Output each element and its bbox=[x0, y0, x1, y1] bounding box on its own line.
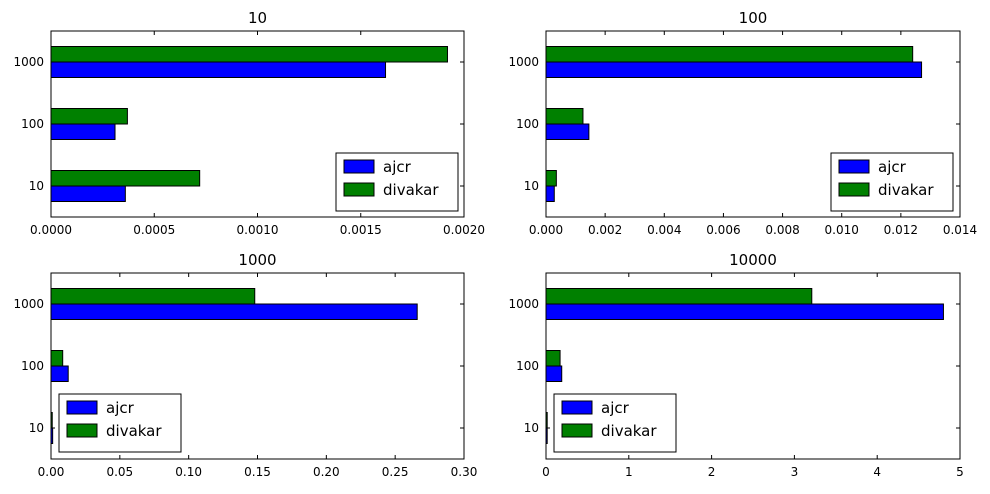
legend-label-ajcr: ajcr bbox=[878, 158, 907, 176]
legend-label-divakar: divakar bbox=[878, 181, 934, 199]
legend-swatch-ajcr bbox=[561, 400, 593, 415]
legend-label-divakar: divakar bbox=[383, 181, 439, 199]
legend-swatch-ajcr bbox=[343, 159, 375, 174]
x-tick-label: 0.00 bbox=[38, 465, 65, 479]
subplot-title: 100 bbox=[739, 9, 768, 27]
x-tick-label: 0.012 bbox=[884, 223, 918, 237]
x-tick-label: 0.25 bbox=[382, 465, 409, 479]
bar-ajcr-1000 bbox=[50, 303, 418, 320]
subplot-title: 10 bbox=[248, 9, 267, 27]
bar-ajcr-1000 bbox=[545, 61, 923, 78]
y-tick-label: 100 bbox=[516, 359, 539, 373]
bar-divakar-1000 bbox=[545, 288, 813, 305]
bar-divakar-100 bbox=[50, 350, 64, 367]
bar-divakar-1000 bbox=[50, 288, 256, 305]
bar-divakar-1000 bbox=[50, 46, 448, 63]
x-tick-label: 0.20 bbox=[313, 465, 340, 479]
bar-ajcr-1000 bbox=[545, 303, 944, 320]
subplot-title: 10000 bbox=[729, 251, 777, 269]
bar-divakar-100 bbox=[545, 108, 584, 125]
legend-swatch-divakar bbox=[66, 423, 98, 438]
x-tick-label: 0.0005 bbox=[133, 223, 175, 237]
x-tick-label: 0.0010 bbox=[237, 223, 279, 237]
bar-divakar-10 bbox=[50, 170, 201, 187]
x-tick-label: 2 bbox=[708, 465, 716, 479]
y-tick-label: 10 bbox=[524, 421, 539, 435]
bar-ajcr-10 bbox=[50, 185, 126, 202]
y-tick-label: 1000 bbox=[508, 55, 539, 69]
y-tick-label: 100 bbox=[21, 359, 44, 373]
x-tick-label: 0.014 bbox=[943, 223, 977, 237]
x-tick-label: 3 bbox=[791, 465, 799, 479]
x-tick-label: 0.0020 bbox=[443, 223, 485, 237]
legend-swatch-divakar bbox=[838, 182, 870, 197]
bar-ajcr-100 bbox=[50, 365, 69, 382]
y-tick-label: 1000 bbox=[13, 55, 44, 69]
x-tick-label: 0.05 bbox=[106, 465, 133, 479]
bar-ajcr-100 bbox=[50, 123, 116, 140]
x-tick-label: 0.000 bbox=[529, 223, 563, 237]
y-tick-label: 100 bbox=[21, 117, 44, 131]
x-tick-label: 5 bbox=[956, 465, 964, 479]
x-tick-label: 0.006 bbox=[706, 223, 740, 237]
legend: ajcr divakar bbox=[553, 393, 677, 453]
x-tick-label: 0.002 bbox=[588, 223, 622, 237]
x-tick-label: 0.010 bbox=[825, 223, 859, 237]
bar-ajcr-1000 bbox=[50, 61, 387, 78]
legend-label-ajcr: ajcr bbox=[601, 399, 630, 417]
legend-swatch-ajcr bbox=[66, 400, 98, 415]
subplot-title: 1000 bbox=[238, 251, 276, 269]
x-tick-label: 0.15 bbox=[244, 465, 271, 479]
subplot-2: 100 0.000 0.002 0.004 0.006 0.008 0.010 0.012 0.… bbox=[508, 9, 977, 237]
legend-swatch-divakar bbox=[561, 423, 593, 438]
x-tick-label: 0.30 bbox=[451, 465, 478, 479]
subplot-1: 10 0.0000 0.0005 0.0010 0.0015 0.0020 10 100 100… bbox=[13, 9, 485, 237]
y-tick-label: 10 bbox=[524, 179, 539, 193]
legend-label-divakar: divakar bbox=[106, 422, 162, 440]
x-tick-label: 0.10 bbox=[175, 465, 202, 479]
subplot-4: 10000 0 1 2 3 4 5 10 100 1000 ajcr divakar bbox=[508, 251, 963, 479]
x-tick-label: 0.0000 bbox=[30, 223, 72, 237]
y-tick-label: 100 bbox=[516, 117, 539, 131]
legend: ajcr divakar bbox=[830, 152, 954, 212]
x-tick-label: 0.008 bbox=[765, 223, 799, 237]
subplot-3: 1000 0.00 0.05 0.10 0.15 0.20 0.25 0.30 10 100 100… bbox=[13, 251, 477, 479]
bar-divakar-1000 bbox=[545, 46, 914, 63]
legend-label-ajcr: ajcr bbox=[383, 158, 412, 176]
y-tick-label: 1000 bbox=[508, 297, 539, 311]
bar-divakar-100 bbox=[545, 350, 561, 367]
bar-ajcr-100 bbox=[545, 365, 563, 382]
x-tick-label: 1 bbox=[625, 465, 633, 479]
legend-swatch-ajcr bbox=[838, 159, 870, 174]
legend: ajcr divakar bbox=[335, 152, 459, 212]
legend-label-ajcr: ajcr bbox=[106, 399, 135, 417]
bar-ajcr-10 bbox=[545, 185, 555, 202]
y-tick-label: 1000 bbox=[13, 297, 44, 311]
legend-label-divakar: divakar bbox=[601, 422, 657, 440]
y-tick-label: 10 bbox=[29, 421, 44, 435]
x-tick-label: 0 bbox=[542, 465, 550, 479]
x-tick-label: 0.0015 bbox=[340, 223, 382, 237]
bar-ajcr-100 bbox=[545, 123, 590, 140]
x-tick-label: 0.004 bbox=[647, 223, 681, 237]
legend-swatch-divakar bbox=[343, 182, 375, 197]
bar-divakar-100 bbox=[50, 108, 128, 125]
x-tick-label: 4 bbox=[873, 465, 881, 479]
legend: ajcr divakar bbox=[58, 393, 182, 453]
bar-divakar-10 bbox=[545, 170, 557, 187]
y-tick-label: 10 bbox=[29, 179, 44, 193]
